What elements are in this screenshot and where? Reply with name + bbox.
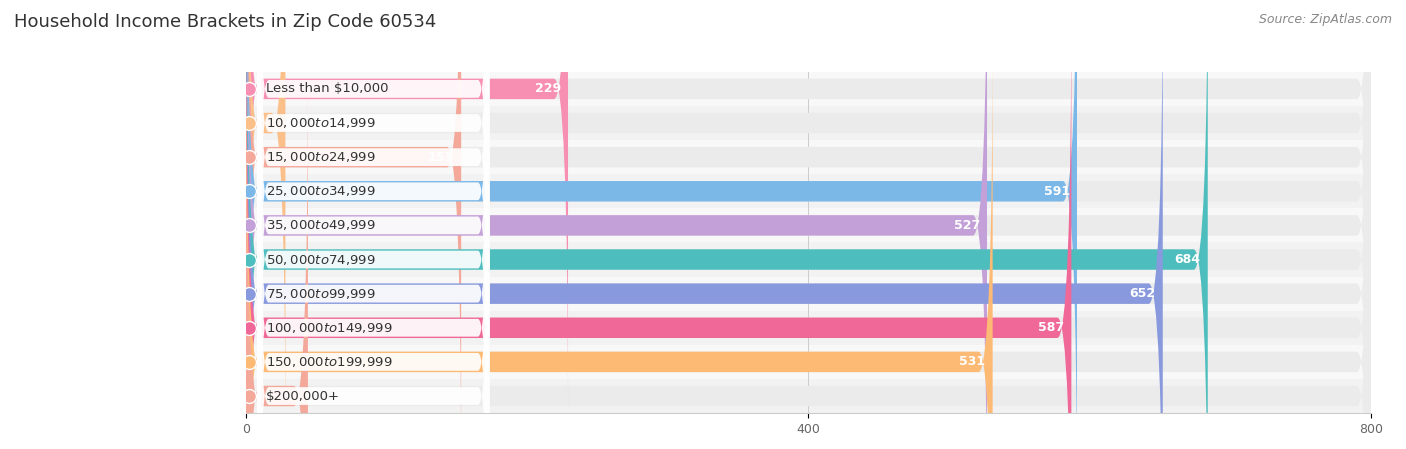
FancyBboxPatch shape xyxy=(246,0,1077,449)
FancyBboxPatch shape xyxy=(257,0,489,387)
Bar xyxy=(246,345,1371,379)
Text: Household Income Brackets in Zip Code 60534: Household Income Brackets in Zip Code 60… xyxy=(14,13,436,31)
Text: 527: 527 xyxy=(953,219,980,232)
Bar xyxy=(246,208,1371,242)
FancyBboxPatch shape xyxy=(246,0,1371,449)
Bar xyxy=(246,140,1371,174)
FancyBboxPatch shape xyxy=(246,0,987,449)
Text: $35,000 to $49,999: $35,000 to $49,999 xyxy=(266,218,375,233)
Text: $200,000+: $200,000+ xyxy=(266,390,340,402)
Text: 531: 531 xyxy=(959,356,986,368)
FancyBboxPatch shape xyxy=(257,0,489,421)
Text: $75,000 to $99,999: $75,000 to $99,999 xyxy=(266,286,375,301)
Text: $25,000 to $34,999: $25,000 to $34,999 xyxy=(266,184,375,198)
FancyBboxPatch shape xyxy=(246,0,1371,449)
FancyBboxPatch shape xyxy=(257,0,489,449)
FancyBboxPatch shape xyxy=(246,31,993,449)
FancyBboxPatch shape xyxy=(246,0,1371,449)
FancyBboxPatch shape xyxy=(246,31,1371,449)
FancyBboxPatch shape xyxy=(246,0,1371,449)
Bar xyxy=(246,106,1371,140)
Text: 229: 229 xyxy=(534,83,561,95)
Bar xyxy=(246,242,1371,277)
FancyBboxPatch shape xyxy=(257,0,489,449)
Text: 28: 28 xyxy=(297,117,312,129)
Text: Less than $10,000: Less than $10,000 xyxy=(266,83,388,95)
Text: Source: ZipAtlas.com: Source: ZipAtlas.com xyxy=(1258,13,1392,26)
Text: 652: 652 xyxy=(1129,287,1156,300)
Bar xyxy=(246,277,1371,311)
FancyBboxPatch shape xyxy=(246,0,1371,449)
FancyBboxPatch shape xyxy=(246,65,308,449)
FancyBboxPatch shape xyxy=(246,0,1371,420)
FancyBboxPatch shape xyxy=(246,0,1371,449)
Text: 44: 44 xyxy=(319,390,335,402)
Bar xyxy=(246,379,1371,413)
FancyBboxPatch shape xyxy=(246,0,1371,449)
FancyBboxPatch shape xyxy=(257,98,489,449)
FancyBboxPatch shape xyxy=(257,0,489,353)
FancyBboxPatch shape xyxy=(246,0,285,449)
FancyBboxPatch shape xyxy=(246,65,1371,449)
FancyBboxPatch shape xyxy=(246,0,1163,449)
FancyBboxPatch shape xyxy=(257,0,489,449)
FancyBboxPatch shape xyxy=(257,64,489,449)
Text: $10,000 to $14,999: $10,000 to $14,999 xyxy=(266,116,375,130)
FancyBboxPatch shape xyxy=(246,0,568,420)
Text: 684: 684 xyxy=(1175,253,1201,266)
FancyBboxPatch shape xyxy=(246,0,461,449)
FancyBboxPatch shape xyxy=(246,0,1208,449)
FancyBboxPatch shape xyxy=(257,30,489,449)
Bar xyxy=(246,311,1371,345)
FancyBboxPatch shape xyxy=(246,0,1071,449)
Text: 587: 587 xyxy=(1038,321,1064,334)
FancyBboxPatch shape xyxy=(257,132,489,449)
Text: $100,000 to $149,999: $100,000 to $149,999 xyxy=(266,321,392,335)
Text: 153: 153 xyxy=(427,151,454,163)
Bar xyxy=(246,72,1371,106)
Bar xyxy=(246,174,1371,208)
Text: 591: 591 xyxy=(1043,185,1070,198)
Text: $15,000 to $24,999: $15,000 to $24,999 xyxy=(266,150,375,164)
Text: $150,000 to $199,999: $150,000 to $199,999 xyxy=(266,355,392,369)
Text: $50,000 to $74,999: $50,000 to $74,999 xyxy=(266,252,375,267)
